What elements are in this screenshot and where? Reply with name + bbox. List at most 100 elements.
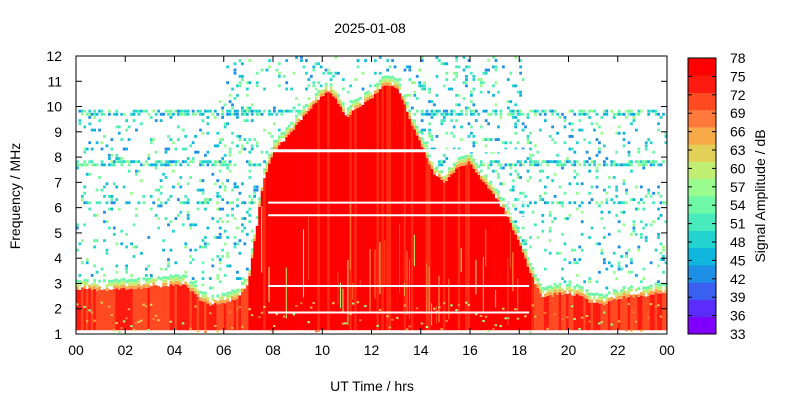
noise-cell bbox=[137, 112, 141, 116]
noise-cell bbox=[561, 112, 564, 116]
noise-cell bbox=[236, 109, 239, 113]
noise-cell bbox=[413, 81, 417, 85]
signal-fringe-cell bbox=[364, 92, 367, 96]
signal-fringe-cell bbox=[181, 274, 185, 278]
noise-cell bbox=[568, 182, 572, 186]
noise-cell bbox=[159, 160, 163, 164]
signal-column bbox=[228, 301, 232, 331]
signal-fringe-cell bbox=[605, 297, 609, 301]
noise-cell bbox=[142, 109, 146, 113]
signal-fringe-cell bbox=[509, 216, 513, 220]
signal-column bbox=[526, 266, 530, 331]
signal-fringe-cell bbox=[497, 196, 500, 200]
signal-column bbox=[270, 157, 274, 331]
noise-cell bbox=[519, 160, 523, 164]
signal-fringe-cell bbox=[378, 79, 382, 83]
noise-cell bbox=[238, 277, 242, 280]
signal-fringe-cell bbox=[93, 285, 96, 289]
signal-fringe-cell bbox=[509, 219, 513, 223]
noise-cell bbox=[127, 169, 131, 173]
signal-streak bbox=[428, 266, 430, 311]
low-band-cell bbox=[282, 315, 286, 318]
x-tick-label: 06 bbox=[216, 342, 232, 358]
noise-cell bbox=[615, 131, 619, 135]
signal-column bbox=[479, 179, 483, 331]
noise-cell bbox=[216, 255, 220, 258]
noise-cell bbox=[452, 147, 456, 151]
noise-cell bbox=[598, 141, 601, 145]
noise-cell bbox=[253, 201, 257, 205]
signal-column bbox=[470, 164, 473, 331]
signal-fringe-cell bbox=[189, 287, 193, 291]
noise-cell bbox=[580, 182, 584, 186]
noise-cell bbox=[423, 84, 426, 88]
noise-cell bbox=[470, 131, 473, 135]
low-band-cell bbox=[425, 326, 429, 329]
noise-cell bbox=[100, 160, 104, 164]
low-band-cell bbox=[405, 328, 409, 331]
noise-cell bbox=[420, 109, 424, 113]
signal-fringe-cell bbox=[526, 256, 530, 260]
noise-cell bbox=[236, 112, 239, 116]
noise-cell bbox=[450, 112, 454, 116]
noise-cell bbox=[122, 147, 126, 151]
signal-fringe-cell bbox=[221, 292, 225, 296]
low-band-cell bbox=[474, 313, 478, 316]
spectrogram-plot bbox=[76, 56, 668, 334]
signal-fringe-cell bbox=[211, 297, 215, 301]
noise-cell bbox=[297, 103, 301, 107]
noise-cell bbox=[445, 62, 449, 66]
noise-cell bbox=[174, 109, 178, 113]
signal-fringe-cell bbox=[396, 81, 399, 85]
noise-cell bbox=[617, 201, 621, 205]
noise-cell bbox=[189, 223, 193, 227]
noise-cell bbox=[312, 81, 316, 85]
signal-fringe-cell bbox=[531, 270, 535, 274]
signal-column bbox=[489, 190, 493, 331]
signal-fringe-cell bbox=[258, 197, 261, 201]
signal-column bbox=[223, 303, 227, 331]
signal-fringe-cell bbox=[309, 102, 313, 106]
signal-fringe-cell bbox=[236, 292, 239, 296]
noise-cell bbox=[566, 157, 569, 160]
noise-cell bbox=[317, 62, 321, 66]
noise-cell bbox=[634, 160, 638, 164]
noise-cell bbox=[470, 100, 473, 104]
low-band-cell bbox=[152, 317, 156, 320]
noise-cell bbox=[630, 122, 633, 126]
low-band-cell bbox=[524, 315, 527, 318]
signal-column bbox=[169, 284, 173, 331]
noise-cell bbox=[568, 160, 572, 164]
signal-fringe-cell bbox=[196, 290, 200, 294]
noise-cell bbox=[492, 65, 495, 69]
noise-cell bbox=[208, 277, 212, 280]
signal-column bbox=[80, 287, 84, 331]
noise-cell bbox=[457, 147, 461, 151]
noise-cell bbox=[201, 283, 205, 287]
noise-cell bbox=[356, 59, 360, 62]
noise-cell bbox=[233, 182, 237, 186]
signal-fringe-cell bbox=[142, 277, 146, 281]
signal-fringe-cell bbox=[144, 278, 148, 282]
noise-cell bbox=[174, 217, 178, 220]
noise-cell bbox=[593, 163, 596, 167]
signal-fringe-cell bbox=[410, 122, 414, 126]
noise-cell bbox=[494, 68, 498, 72]
signal-fringe-cell bbox=[250, 254, 254, 258]
noise-cell bbox=[514, 116, 518, 119]
signal-column bbox=[78, 289, 82, 331]
noise-cell bbox=[536, 163, 540, 167]
signal-streak bbox=[460, 248, 462, 272]
signal-fringe-cell bbox=[418, 137, 422, 141]
signal-fringe-cell bbox=[499, 196, 503, 200]
signal-fringe-cell bbox=[369, 95, 372, 99]
noise-cell bbox=[647, 138, 651, 141]
low-band-cell bbox=[465, 301, 468, 304]
signal-column bbox=[341, 112, 345, 331]
signal-column bbox=[105, 290, 109, 331]
noise-cell bbox=[245, 112, 249, 116]
noise-cell bbox=[201, 160, 205, 164]
noise-cell bbox=[142, 163, 146, 167]
signal-fringe-cell bbox=[405, 105, 409, 109]
noise-cell bbox=[98, 201, 101, 205]
